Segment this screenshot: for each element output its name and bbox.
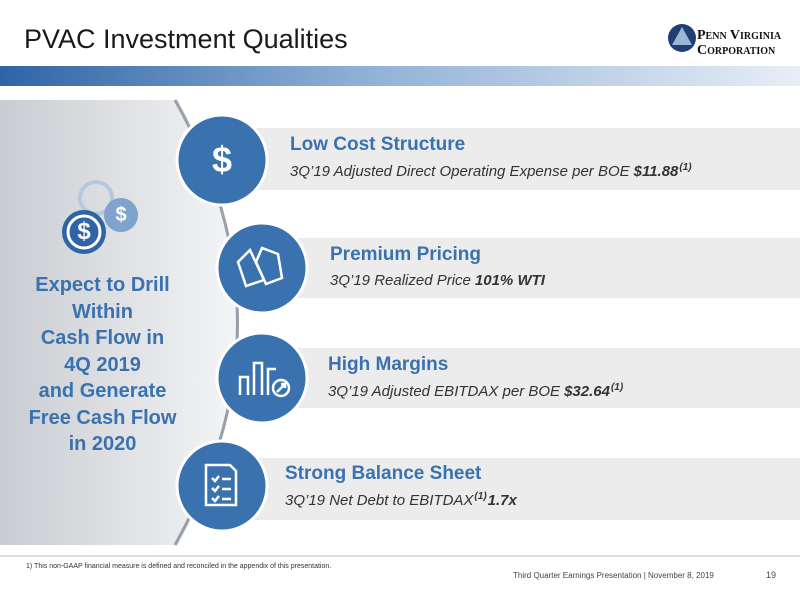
sidebar-panel — [0, 100, 239, 545]
item-band — [262, 238, 800, 298]
coin-symbol: $ — [77, 218, 91, 245]
sidebar-line: Free Cash Flow — [28, 406, 177, 429]
page-number: 19 — [766, 570, 777, 580]
sidebar-line: Expect to Drill — [35, 274, 170, 296]
icons — [204, 246, 291, 507]
sidebar-line: in 2020 — [68, 433, 137, 455]
item-title: Premium Pricing — [330, 244, 481, 265]
icon-circles — [175, 113, 309, 533]
sidebar-text: Expect to Drill Within Cash Flow in 4Q 2019… — [0, 272, 205, 458]
item-text-part: 3Q’19 Net Debt to EBITDAX — [285, 492, 474, 509]
icon-symbol: $ — [211, 139, 233, 180]
sidebar-line: and Generate — [38, 380, 167, 402]
item-band — [222, 128, 800, 190]
item-text-part: 101% WTI — [474, 272, 545, 289]
item-title: High Margins — [328, 354, 449, 375]
item-text-part: 3Q’19 Adjusted Direct Operating Expense … — [290, 163, 630, 180]
item-text-part: (1) — [679, 162, 692, 173]
coin-symbol: $ — [115, 204, 127, 226]
item-text-part: 1.7x — [487, 492, 517, 509]
item-title: Strong Balance Sheet — [285, 463, 482, 484]
sidebar-line: 4Q 2019 — [64, 353, 141, 376]
footnote: 1) This non-GAAP financial measure is de… — [26, 563, 332, 570]
coins-icon — [62, 180, 138, 254]
header-bar — [0, 66, 800, 86]
item-text-part: 3Q’19 Adjusted EBITDAX per BOE — [328, 383, 561, 400]
logo-line: Penn Virginia — [697, 28, 782, 43]
logo-mark — [668, 24, 696, 52]
sidebar-line: Cash Flow in — [40, 327, 165, 349]
item-text: 3Q’19 Net Debt to EBITDAX(1)1.7x — [285, 491, 517, 509]
item-text-part: $32.64 — [564, 383, 610, 400]
item-band — [262, 348, 800, 408]
item-text-part: (1) — [474, 491, 487, 502]
logo-line: Corporation — [697, 43, 776, 58]
item-text: 3Q’19 Realized Price 101% WTI — [330, 272, 545, 289]
item-text: 3Q’19 Adjusted EBITDAX per BOE $32.64(1) — [328, 382, 623, 400]
item-text-part: (1) — [610, 382, 624, 393]
item-title: Low Cost Structure — [290, 134, 466, 155]
slide-title: PVAC Investment Qualities — [24, 24, 348, 54]
footer-text: Third Quarter Earnings Presentation | No… — [513, 571, 714, 580]
item-band — [222, 458, 800, 520]
sidebar-line: Within — [72, 300, 133, 323]
item-text-part: 3Q’19 Realized Price — [330, 272, 471, 289]
item-text-part: $11.88 — [633, 163, 679, 180]
logo-text: Penn Virginia Corporation — [697, 28, 781, 58]
item-text: 3Q’19 Adjusted Direct Operating Expense … — [290, 162, 692, 180]
